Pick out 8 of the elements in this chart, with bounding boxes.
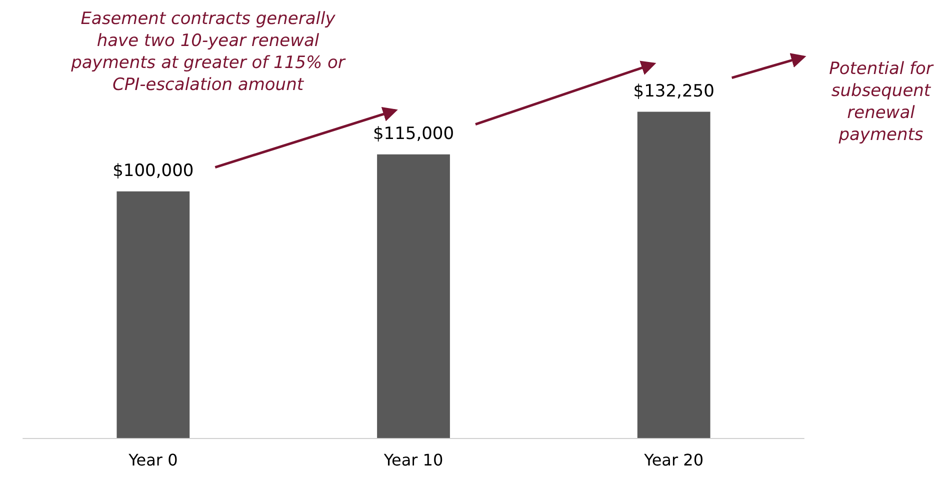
x-tick-label: Year 10 xyxy=(382,450,444,470)
text: Potential for subsequent renewal payments xyxy=(828,58,935,146)
data-label: $132,250 xyxy=(633,81,714,102)
x-tick-label: Year 0 xyxy=(128,450,178,470)
x-tick-label: Year 20 xyxy=(643,450,704,470)
data-label: $100,000 xyxy=(112,160,194,181)
data-label: $115,000 xyxy=(372,124,454,144)
text: Easement contracts generally have two 10-year renewal payments at greater of 115% or CPI-escalation amount xyxy=(70,8,347,96)
